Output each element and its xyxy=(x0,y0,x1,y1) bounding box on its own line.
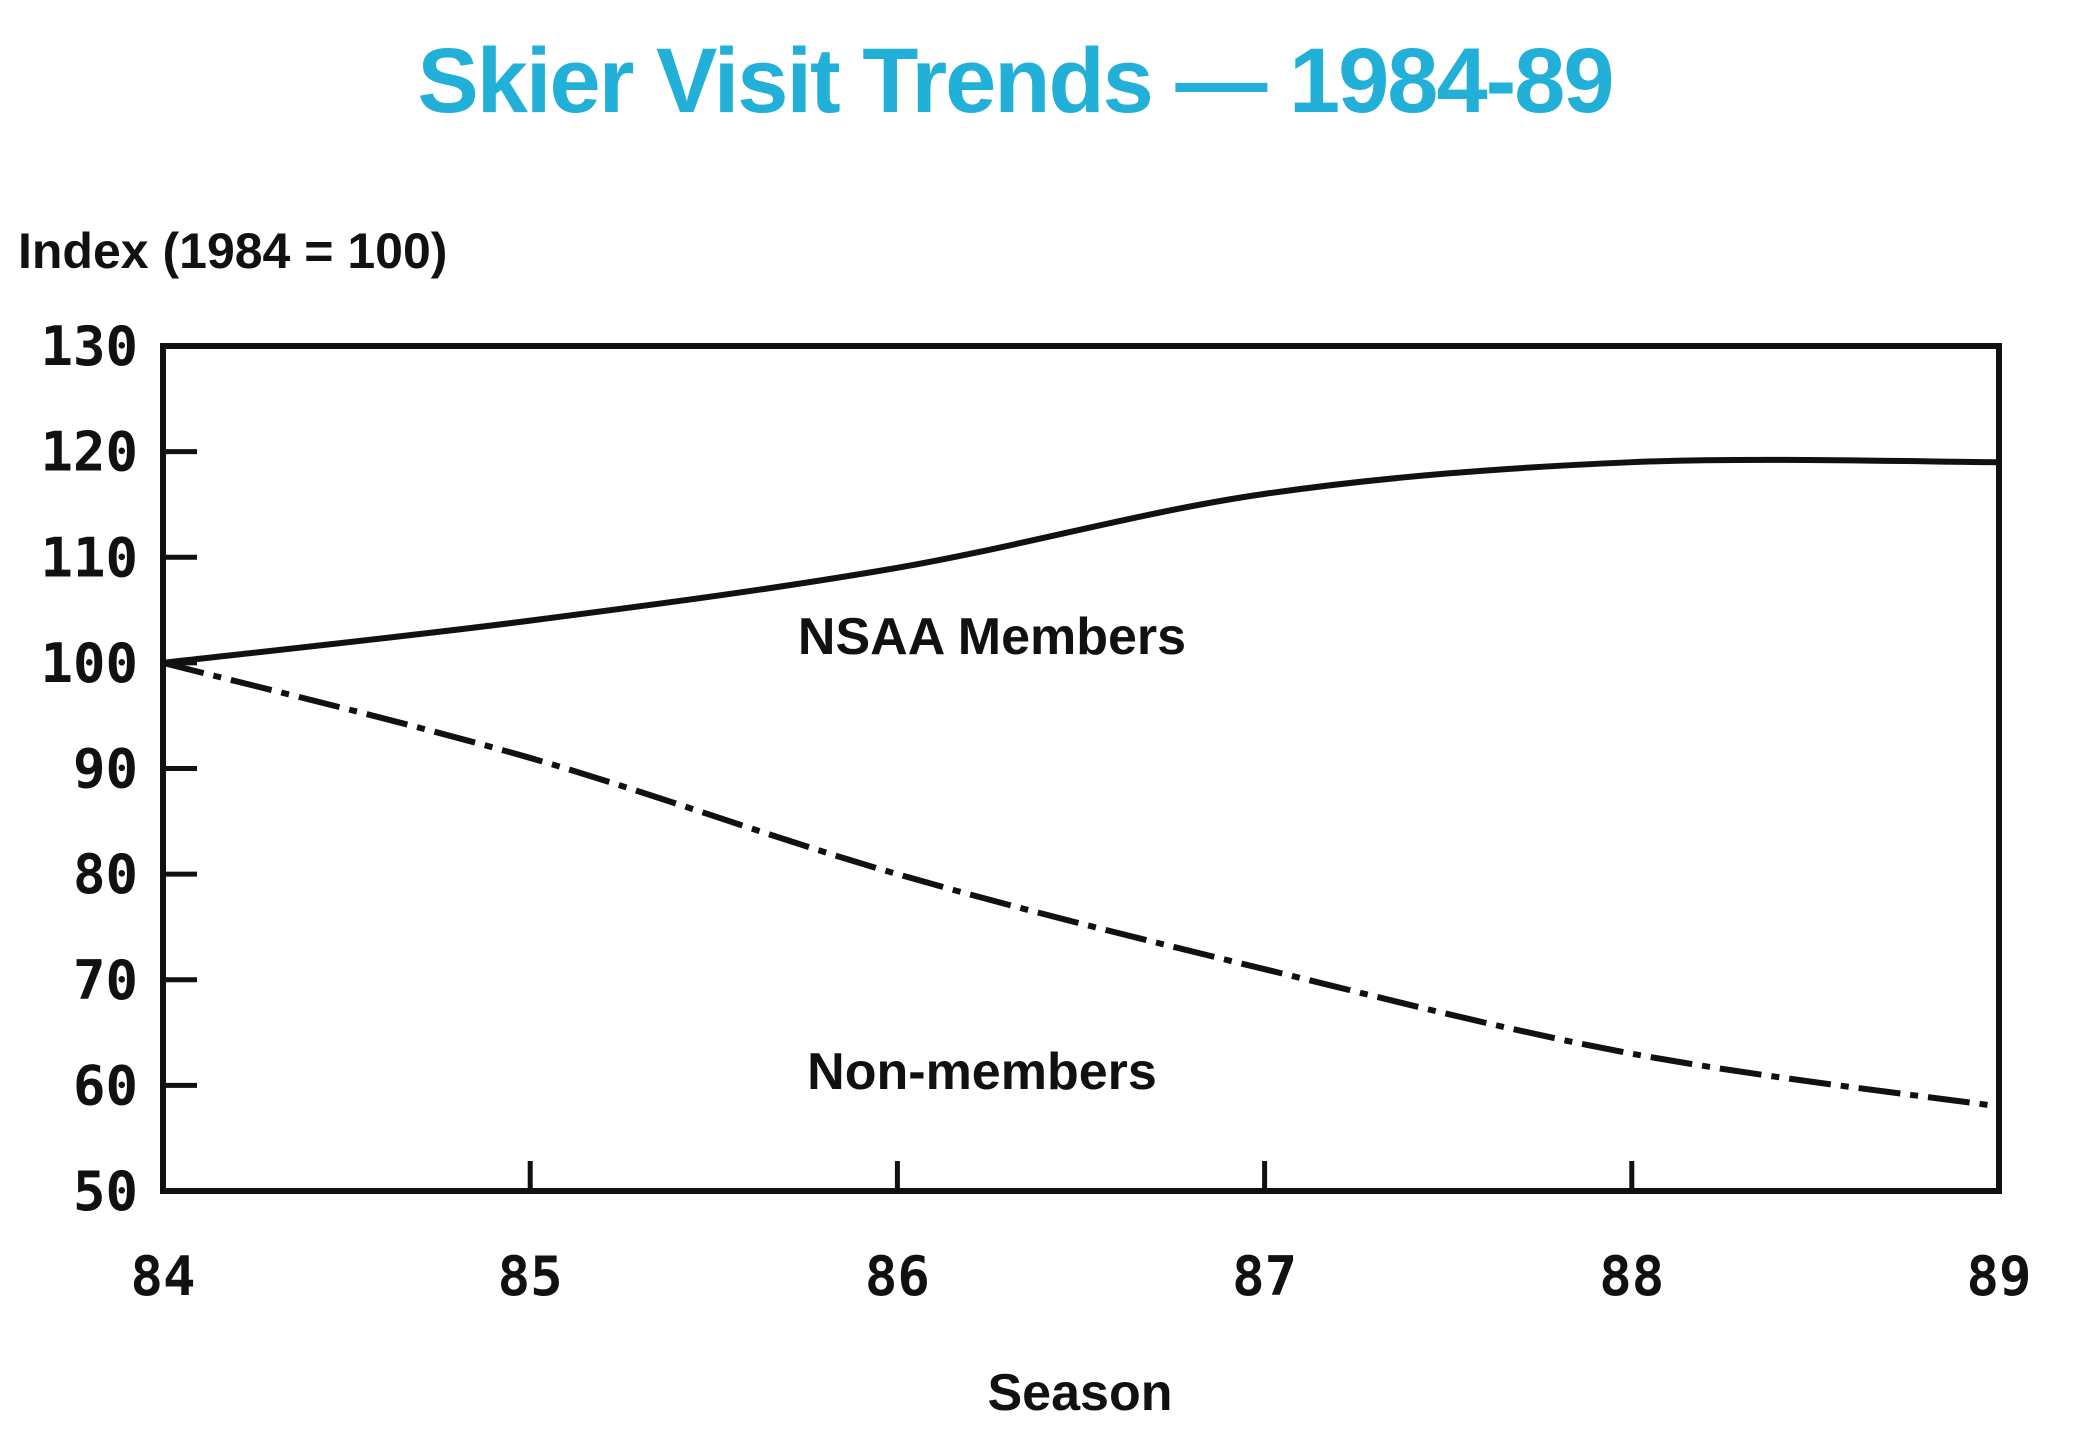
y-tick-label: 90 xyxy=(73,738,138,801)
y-axis-ticks: 130 120 110 100 90 80 70 60 50 xyxy=(40,315,197,1223)
x-tick-label: 85 xyxy=(498,1245,563,1308)
y-tick-label: 110 xyxy=(40,526,138,589)
x-tick-label: 88 xyxy=(1599,1245,1664,1308)
series-label-nsaa-members: NSAA Members xyxy=(798,608,1186,666)
y-axis-label: Index (1984 = 100) xyxy=(18,223,447,279)
y-tick-label: 60 xyxy=(73,1054,138,1117)
series-label-non-members: Non-members xyxy=(807,1043,1157,1101)
series-line-nsaa-members xyxy=(162,456,2000,666)
chart-title: Skier Visit Trends — 1984-89 xyxy=(417,30,1612,132)
series-line-non-members xyxy=(162,659,2000,1110)
x-tick-label: 89 xyxy=(1966,1245,2031,1308)
y-tick-label: 130 xyxy=(40,315,138,378)
y-tick-label: 50 xyxy=(73,1160,138,1223)
y-tick-label: 100 xyxy=(40,632,138,695)
y-tick-label: 70 xyxy=(73,949,138,1012)
x-tick-label: 86 xyxy=(865,1245,930,1308)
x-tick-label: 87 xyxy=(1232,1245,1297,1308)
y-tick-label: 80 xyxy=(73,843,138,906)
x-axis-label: Season xyxy=(988,1364,1173,1422)
x-tick-label: 84 xyxy=(130,1245,195,1308)
y-tick-label: 120 xyxy=(40,421,138,484)
x-axis-ticks: 84 85 86 87 88 89 xyxy=(130,1161,2032,1308)
series-lines xyxy=(162,456,2000,1110)
